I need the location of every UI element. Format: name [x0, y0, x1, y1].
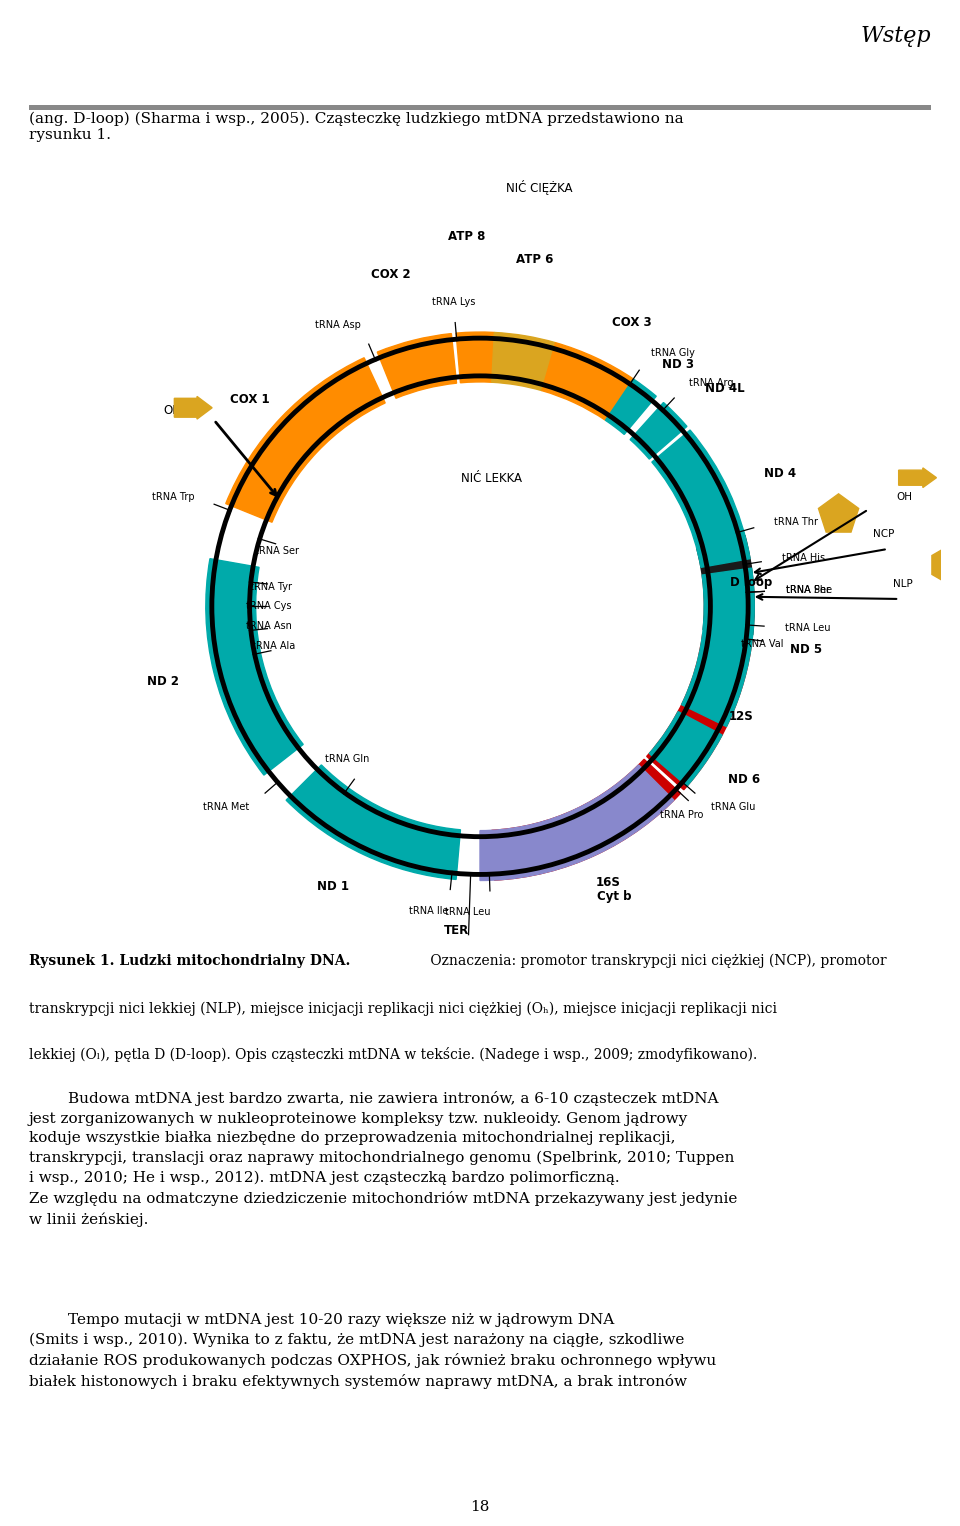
Text: tRNA Ala: tRNA Ala [252, 641, 296, 650]
Text: tRNA His: tRNA His [782, 554, 826, 563]
Wedge shape [697, 536, 755, 635]
Text: 18: 18 [470, 1500, 490, 1514]
Text: Cyt b: Cyt b [597, 891, 632, 903]
Text: ATP 8: ATP 8 [448, 230, 486, 243]
Text: tRNA Leu: tRNA Leu [785, 623, 830, 633]
Text: 16S: 16S [596, 876, 620, 888]
Text: tRNA Asn: tRNA Asn [247, 621, 292, 632]
Text: tRNA Ile: tRNA Ile [409, 905, 448, 916]
Text: tRNA Glu: tRNA Glu [711, 803, 756, 812]
Text: COX 1: COX 1 [230, 392, 270, 406]
Text: tRNA Thr: tRNA Thr [774, 517, 818, 526]
Text: ND 4L: ND 4L [706, 382, 745, 395]
Text: NCP: NCP [874, 530, 895, 539]
Wedge shape [456, 333, 494, 383]
Text: tRNA Arg: tRNA Arg [688, 377, 733, 388]
Text: ND 2: ND 2 [148, 674, 180, 688]
Text: Tempo mutacji w mtDNA jest 10-20 razy większe niż w jądrowym DNA
(Smits i wsp., : Tempo mutacji w mtDNA jest 10-20 razy wi… [29, 1314, 716, 1389]
Wedge shape [286, 765, 461, 879]
Text: ATP 6: ATP 6 [516, 253, 554, 266]
Text: tRNA Lys: tRNA Lys [432, 296, 475, 307]
Text: tRNA Phe: tRNA Phe [785, 586, 831, 595]
Wedge shape [377, 334, 457, 398]
FancyArrow shape [175, 397, 212, 420]
Text: OL: OL [163, 404, 180, 418]
Wedge shape [647, 633, 752, 790]
Text: tRNA Leu: tRNA Leu [445, 906, 491, 917]
Text: D loop: D loop [730, 577, 772, 589]
Text: tRNA Asp: tRNA Asp [315, 319, 360, 330]
Wedge shape [480, 765, 674, 881]
Text: tRNA Met: tRNA Met [203, 803, 249, 812]
Wedge shape [652, 430, 750, 568]
Wedge shape [492, 333, 556, 391]
Text: Budowa mtDNA jest bardzo zwarta, nie zawiera intronów, a 6-10 cząsteczek mtDNA
j: Budowa mtDNA jest bardzo zwarta, nie zaw… [29, 1091, 737, 1227]
Text: ND 4: ND 4 [764, 467, 796, 481]
Wedge shape [541, 343, 634, 420]
Wedge shape [226, 357, 385, 522]
Text: Wstęp: Wstęp [860, 24, 931, 47]
Text: ND 1: ND 1 [317, 881, 349, 893]
Wedge shape [606, 378, 657, 435]
Text: ND 6: ND 6 [728, 774, 759, 786]
Text: Rysunek 1. Ludzki mitochondrialny DNA.: Rysunek 1. Ludzki mitochondrialny DNA. [29, 954, 350, 967]
Text: ND 5: ND 5 [790, 644, 823, 656]
Text: tRNA Tyr: tRNA Tyr [251, 581, 292, 592]
Text: tRNA Gln: tRNA Gln [324, 754, 369, 765]
Text: lekkiej (Oₗ), pętla D (D-loop). Opis cząsteczki mtDNA w tekście. (Nadege i wsp.,: lekkiej (Oₗ), pętla D (D-loop). Opis czą… [29, 1047, 757, 1062]
FancyArrow shape [899, 468, 936, 487]
Text: COX 2: COX 2 [372, 267, 411, 281]
Text: (ang. D-loop) (Sharma i wsp., 2005). Cząsteczkę ludzkiego mtDNA przedstawiono na: (ang. D-loop) (Sharma i wsp., 2005). Czą… [29, 111, 684, 142]
Wedge shape [205, 559, 303, 775]
Text: NIĆ CIĘŻKA: NIĆ CIĘŻKA [506, 180, 572, 195]
Text: tRNA Ser: tRNA Ser [785, 586, 829, 595]
Text: tRNA Gly: tRNA Gly [651, 348, 695, 357]
Wedge shape [649, 711, 722, 786]
Text: transkrypcji nici lekkiej (NLP), miejsce inicjacji replikacji nici ciężkiej (Oₕ): transkrypcji nici lekkiej (NLP), miejsce… [29, 1001, 777, 1016]
Text: tRNA Ser: tRNA Ser [255, 546, 300, 555]
Text: COX 3: COX 3 [612, 316, 652, 328]
Text: Oznaczenia: promotor transkrypcji nici ciężkiej (NCP), promotor: Oznaczenia: promotor transkrypcji nici c… [426, 954, 886, 967]
Text: TER: TER [444, 925, 468, 937]
Text: NIĆ LEKKA: NIĆ LEKKA [461, 472, 521, 485]
Text: tRNA Pro: tRNA Pro [660, 810, 704, 819]
Text: ND 3: ND 3 [661, 359, 694, 371]
Wedge shape [630, 403, 687, 459]
Wedge shape [682, 568, 755, 726]
Text: NLP: NLP [893, 578, 913, 589]
Text: tRNA Trp: tRNA Trp [152, 491, 194, 502]
Text: tRNA Val: tRNA Val [741, 638, 783, 649]
Text: 12S: 12S [729, 710, 754, 723]
Wedge shape [492, 760, 681, 881]
Text: tRNA Cys: tRNA Cys [246, 601, 291, 612]
Text: OH: OH [897, 493, 913, 502]
